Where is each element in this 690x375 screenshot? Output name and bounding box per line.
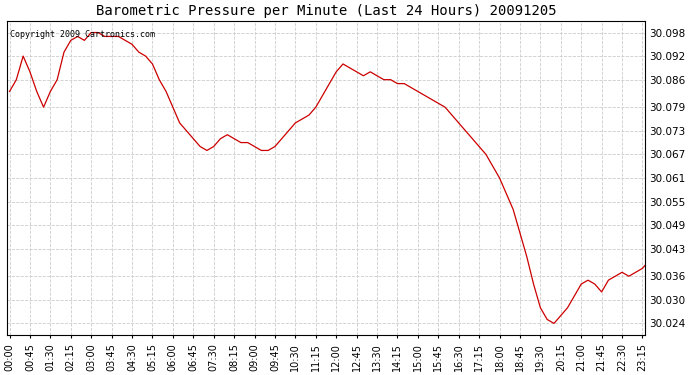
Title: Barometric Pressure per Minute (Last 24 Hours) 20091205: Barometric Pressure per Minute (Last 24 … — [96, 4, 556, 18]
Text: Copyright 2009 Cartronics.com: Copyright 2009 Cartronics.com — [10, 30, 155, 39]
